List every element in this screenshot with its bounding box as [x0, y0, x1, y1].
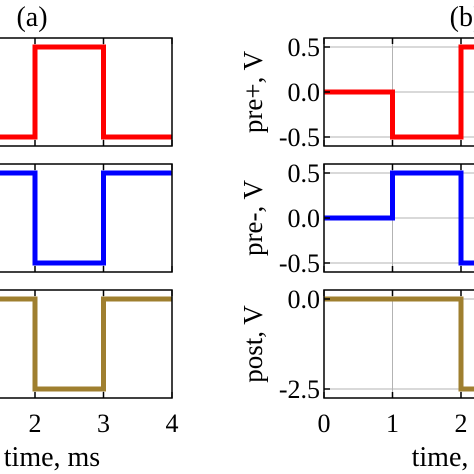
y-axis-label: post, V	[238, 305, 268, 383]
y-tick-label: 0.0	[288, 285, 321, 314]
subplot-2: 0.5 0.0 -0.5 pre-, V	[238, 159, 474, 278]
y-tick-label: 0.5	[288, 33, 321, 62]
signal-trace	[0, 44, 172, 140]
panel-a: (a)01234time, ms	[0, 2, 179, 473]
panel-b: (b) 0.5 0.0 -0.5 pre+, V 0.5 0.0 -0.5 pre-, V 0.0…	[238, 2, 474, 473]
x-axis-label: time, ms	[4, 442, 100, 473]
subplot-3: 0.0 -2.5 post, V	[238, 285, 474, 404]
y-tick-label: -0.5	[279, 123, 320, 152]
x-tick-label: 2	[455, 409, 468, 438]
x-tick-label: 1	[386, 409, 399, 438]
y-tick-label: 0.0	[288, 204, 321, 233]
axes-frame	[0, 37, 173, 147]
y-tick-label: 0.5	[288, 159, 321, 188]
signal-trace	[324, 296, 474, 392]
y-tick-label: 0.0	[288, 78, 321, 107]
subplot-1	[0, 37, 173, 147]
y-tick-label: -0.5	[279, 249, 320, 278]
subplot-3	[0, 289, 173, 399]
axes-frame	[0, 289, 173, 399]
x-axis-label: time,	[412, 442, 469, 473]
x-tick-label: 0	[318, 409, 331, 438]
x-tick-label: 2	[29, 409, 42, 438]
panel-label: (a)	[16, 2, 47, 33]
panel-label: (b)	[450, 2, 474, 33]
x-tick-label: 4	[166, 409, 179, 438]
axes-frame	[323, 289, 474, 399]
signal-trace	[0, 296, 172, 392]
y-axis-label: pre-, V	[238, 180, 268, 256]
signal-trace	[324, 170, 474, 266]
subplot-1: 0.5 0.0 -0.5 pre+, V	[238, 33, 474, 152]
subplot-2	[0, 163, 173, 273]
x-tick-label: 3	[97, 409, 110, 438]
axes-frame	[0, 163, 173, 273]
y-axis-label: pre+, V	[238, 50, 268, 133]
y-tick-label: -2.5	[279, 375, 320, 404]
signal-trace	[0, 170, 172, 266]
signal-trace	[324, 44, 474, 140]
